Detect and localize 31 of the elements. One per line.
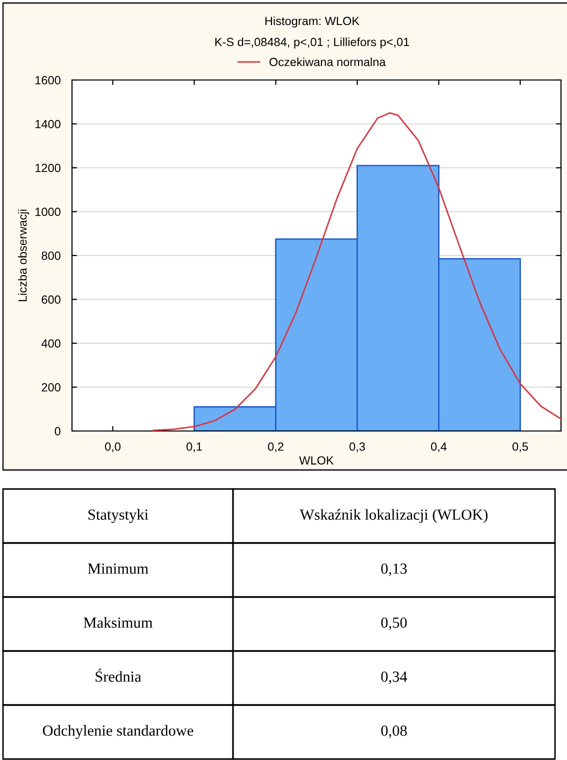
chart-title: Histogram: WLOK — [265, 16, 360, 28]
text: 0,08 — [381, 726, 407, 738]
text: 0,34 — [381, 672, 408, 684]
y-tick-label: 1400 — [36, 120, 60, 128]
text: 0,50 — [381, 618, 407, 630]
y-axis-title: Liczba obserwacji — [18, 210, 30, 302]
line-series — [152, 112, 562, 432]
x-tick-label: 0,3 — [350, 442, 365, 452]
x-tick-label: 0,2 — [268, 442, 284, 452]
x-tick-label: 0,0 — [105, 442, 120, 452]
y-tick-label: 1000 — [36, 208, 60, 216]
text: Średnia — [96, 668, 142, 682]
x-tick-label: 0,4 — [431, 442, 447, 452]
legend-label: Oczekiwana normalna — [270, 58, 386, 66]
y-tick-label: 1200 — [36, 164, 60, 172]
text: Wskaźnik lokalizacji (WLOK) — [300, 509, 488, 523]
y-tick-label: 1600 — [36, 76, 60, 84]
text: Odchylenie standardowe — [42, 725, 194, 739]
chart-subtitle: K-S d=,08484, p<,01 ; Lilliefors p<,01 — [215, 38, 410, 48]
text: Maksimum — [84, 617, 153, 628]
x-tick-label: 0,1 — [186, 442, 202, 452]
y-tick-label: 800 — [42, 252, 60, 260]
text: 0,13 — [381, 564, 407, 576]
x-tick-label: 0,5 — [512, 442, 528, 452]
y-tick-label: 0 — [54, 427, 60, 436]
text: Minimum — [88, 564, 148, 574]
y-tick-label: 400 — [41, 339, 60, 348]
x-axis-title: WLOK — [299, 456, 334, 465]
y-tick-label: 200 — [42, 383, 60, 392]
y-tick-label: 600 — [42, 295, 60, 304]
text: Statystyki — [88, 509, 148, 523]
